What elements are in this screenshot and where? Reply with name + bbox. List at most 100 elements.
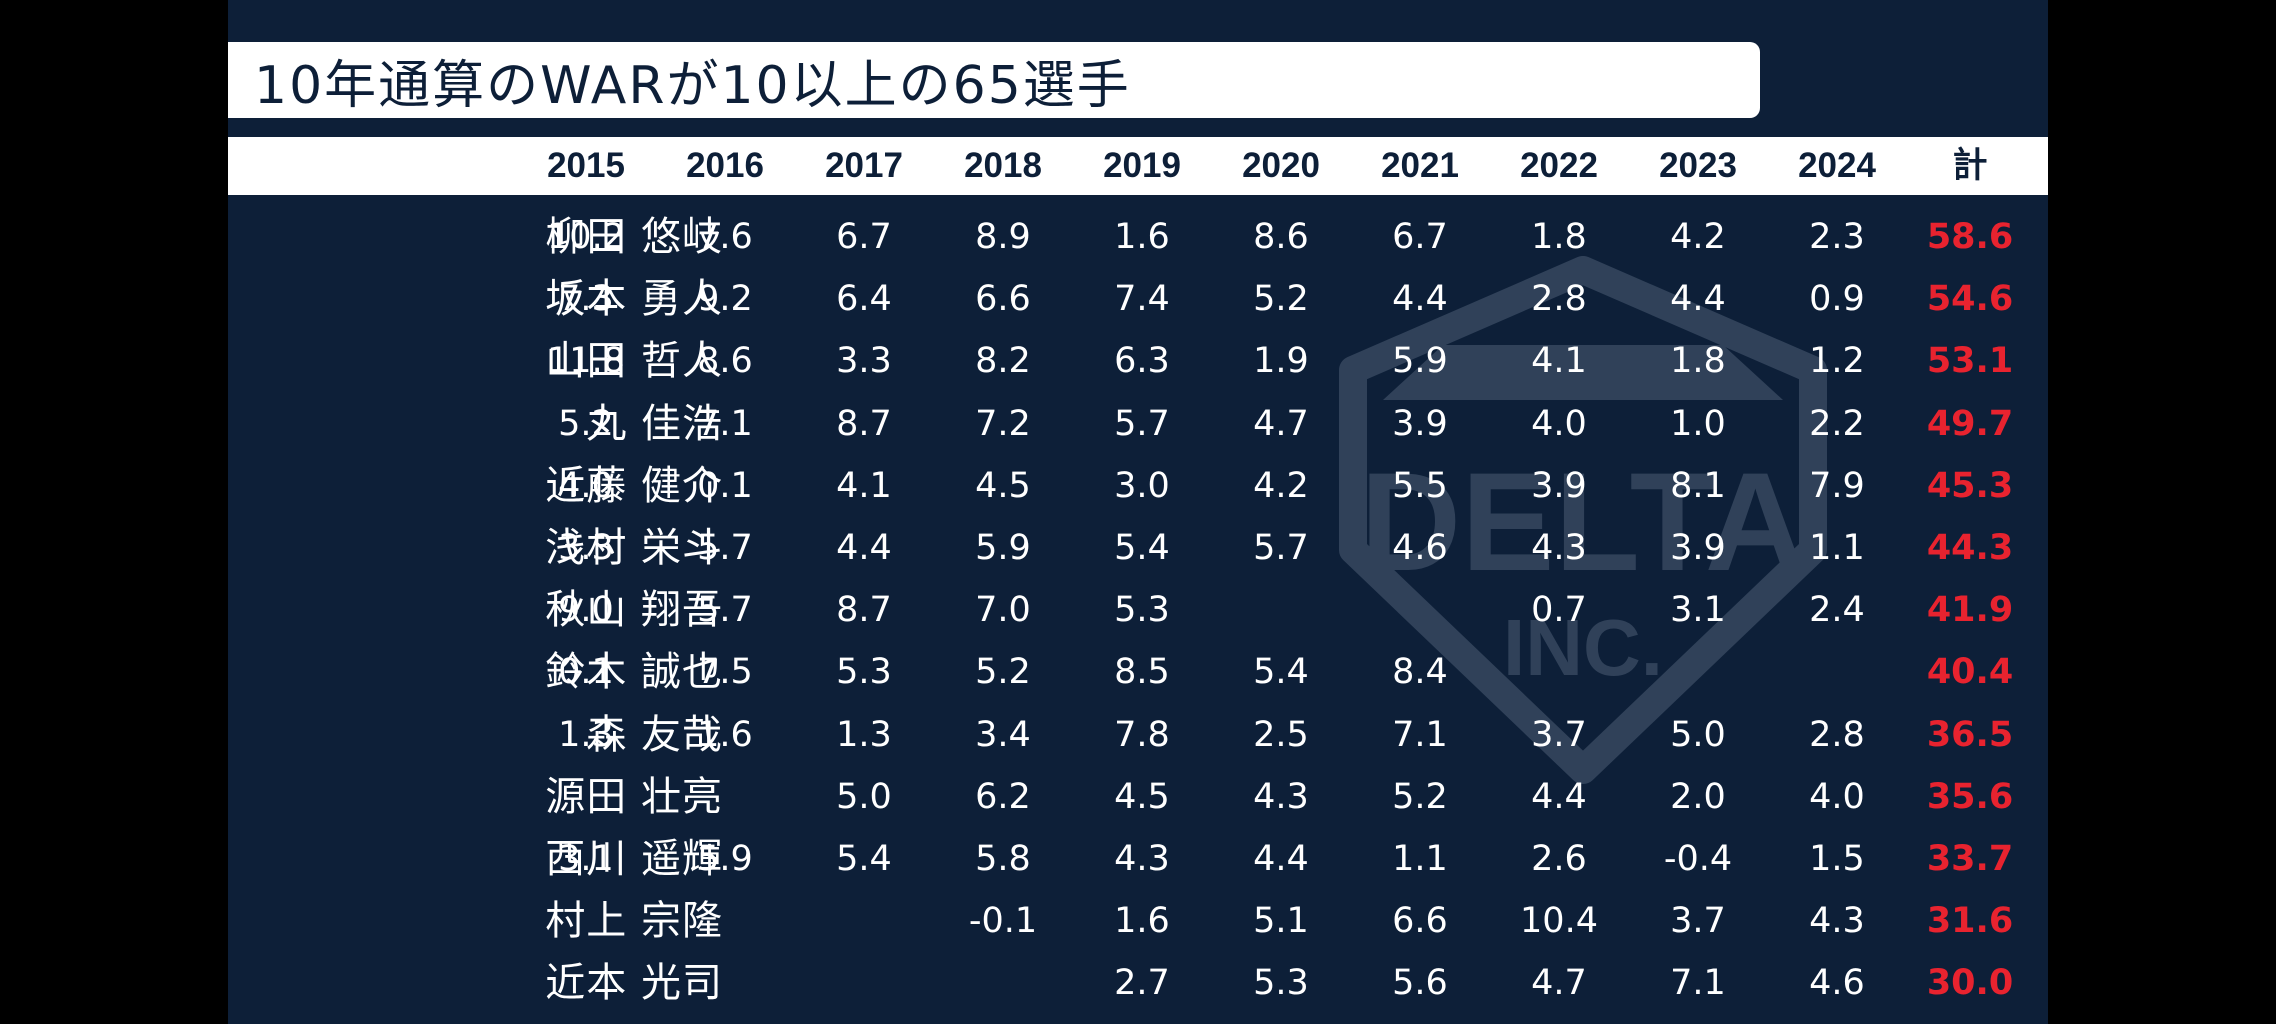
player-name: 村上 宗隆	[545, 898, 723, 945]
war-cell: -0.1	[968, 901, 1038, 942]
war-cell: 2.6	[1531, 839, 1587, 879]
war-cell: 2.0	[1670, 776, 1726, 817]
war-cell: 5.7	[697, 528, 753, 568]
war-cell: 5.8	[975, 839, 1031, 879]
war-cell: 5.7	[697, 590, 753, 631]
war-cell: 4.7	[1253, 403, 1309, 444]
war-cell: 8.4	[1392, 652, 1448, 693]
war-cell: 6.6	[975, 279, 1031, 320]
war-cell	[660, 952, 790, 1014]
war-cell: 7.0	[975, 590, 1031, 631]
war-cell: 2.4	[1809, 590, 1865, 631]
player-name: 森 友哉	[586, 711, 723, 758]
table-row: 鈴木 誠也 0.1 7.5 5.3 5.2 8.5 5.4 8.4 40.4	[228, 641, 2048, 703]
war-cell: 0.1	[697, 465, 753, 506]
war-cell: 4.2	[1670, 217, 1726, 257]
war-cell: 5.5	[1392, 465, 1448, 506]
table-row: 村上 宗隆 -0.1 1.6 5.1 6.6 10.4 3.7 4.3 31.6	[228, 890, 2048, 952]
war-cell: 3.9	[1531, 465, 1587, 506]
war-cell: 5.2	[1253, 279, 1309, 320]
war-cell: 3.4	[975, 714, 1031, 755]
war-cell: 8.6	[697, 341, 753, 382]
war-cell	[799, 952, 929, 1014]
war-cell: 2.3	[1809, 217, 1865, 257]
war-cell: 4.1	[836, 465, 892, 506]
war-cell: 3.9	[1670, 528, 1726, 568]
watermark-sub-text: INC.	[1503, 603, 1663, 692]
table-row: 丸 佳浩 5.2 7.1 8.7 7.2 5.7 4.7 3.9 4.0 1.0 2.2 49.7	[228, 393, 2048, 455]
war-cell: 8.9	[975, 217, 1031, 257]
war-cell: 8.2	[975, 341, 1031, 382]
war-cell: 9.0	[558, 590, 614, 631]
war-cell: 1.2	[1809, 341, 1865, 382]
war-cell: 0.9	[1809, 279, 1865, 320]
header-year: 2021	[1381, 146, 1459, 185]
war-cell: 10.4	[1520, 901, 1598, 942]
war-cell: 5.2	[1392, 776, 1448, 817]
page-title: 10年通算のWARが10以上の65選手	[254, 55, 1131, 116]
war-cell: 5.9	[1392, 341, 1448, 382]
table-row: 近藤 健介 4.0 0.1 4.1 4.5 3.0 4.2 5.5 3.9 8.1 7.9 45.3	[228, 455, 2048, 517]
table-row: 森 友哉 1.3 1.6 1.3 3.4 7.8 2.5 7.1 3.7 5.0 2.8 36.5	[228, 704, 2048, 766]
war-cell: 2.7	[1114, 963, 1170, 1004]
player-name: 西川 遥輝	[545, 836, 723, 882]
war-cell: 8.7	[836, 403, 892, 444]
war-cell: 8.6	[1253, 217, 1309, 257]
war-cell: 5.2	[975, 652, 1031, 693]
war-cell: 4.4	[1253, 839, 1309, 879]
war-cell: 5.3	[1253, 963, 1309, 1004]
war-cell: 1.3	[836, 714, 892, 755]
table-row: 近本 光司 2.7 5.3 5.6 4.7 7.1 4.6 30.0	[228, 952, 2048, 1014]
war-cell: 2.8	[1531, 279, 1587, 320]
war-cell	[1772, 641, 1902, 703]
total-cell: 54.6	[1926, 279, 2014, 320]
header-total: 計	[1952, 146, 1988, 185]
war-cell: 4.5	[1114, 776, 1170, 817]
player-name: 丸 佳浩	[586, 400, 723, 447]
war-cell: 10.2	[547, 217, 625, 257]
war-cell: 3.3	[836, 341, 892, 382]
total-cell: 44.3	[1926, 528, 2014, 568]
war-cell: 1.6	[697, 714, 753, 755]
header-year: 2019	[1103, 146, 1181, 185]
war-cell: 7.9	[1809, 465, 1865, 506]
player-name: 坂本 勇人	[545, 276, 723, 323]
war-cell: 5.9	[697, 839, 753, 879]
war-cell	[938, 952, 1068, 1014]
player-name: 近藤 健介	[545, 462, 723, 509]
player-name: 秋山 翔吾	[545, 587, 723, 634]
header-year: 2024	[1798, 146, 1876, 185]
war-cell: 4.0	[1809, 776, 1865, 817]
war-cell	[1494, 641, 1624, 703]
war-cell: 3.1	[558, 839, 614, 879]
war-cell: 5.4	[1114, 528, 1170, 568]
war-cell: 7.6	[697, 217, 753, 257]
header-year: 2017	[825, 146, 903, 185]
delta-logo-watermark: DELTA INC.	[1339, 256, 1827, 784]
war-cell: 8.1	[1670, 465, 1726, 506]
war-cell: 4.6	[1392, 528, 1448, 568]
war-cell: 5.6	[1392, 963, 1448, 1004]
war-cell: 5.0	[1670, 714, 1726, 755]
war-cell: 2.5	[1253, 714, 1309, 755]
total-cell: 35.6	[1926, 776, 2014, 817]
war-cell: 4.4	[836, 528, 892, 568]
player-name: 柳田 悠岐	[545, 214, 723, 260]
war-cell: 5.1	[1253, 901, 1309, 942]
war-cell: 5.4	[1253, 652, 1309, 693]
column-header-row: 2015 2016 2017 2018 2019 2020 2021 2022 2023 2024…	[228, 137, 2048, 195]
watermark-main-text: DELTA	[1360, 443, 1806, 600]
war-cell: 4.3	[1253, 776, 1309, 817]
war-cell: 5.7	[1114, 403, 1170, 444]
total-cell: 53.1	[1926, 341, 2014, 382]
table-row: 秋山 翔吾 9.0 5.7 8.7 7.0 5.3 0.7 3.1 2.4 41.9	[228, 579, 2048, 641]
title-bar: 10年通算のWARが10以上の65選手	[228, 42, 1760, 118]
war-cell	[660, 890, 790, 952]
war-cell	[1633, 641, 1763, 703]
war-cell: 2.2	[1809, 403, 1865, 444]
war-cell: 6.2	[975, 776, 1031, 817]
war-cell: 1.6	[1114, 217, 1170, 257]
table-row: 柳田 悠岐 10.2 7.6 6.7 8.9 1.6 8.6 6.7 1.8 4.2 2.3 58.6	[228, 206, 2048, 268]
war-cell: 11.8	[547, 341, 625, 382]
header-year: 2015	[547, 146, 625, 185]
